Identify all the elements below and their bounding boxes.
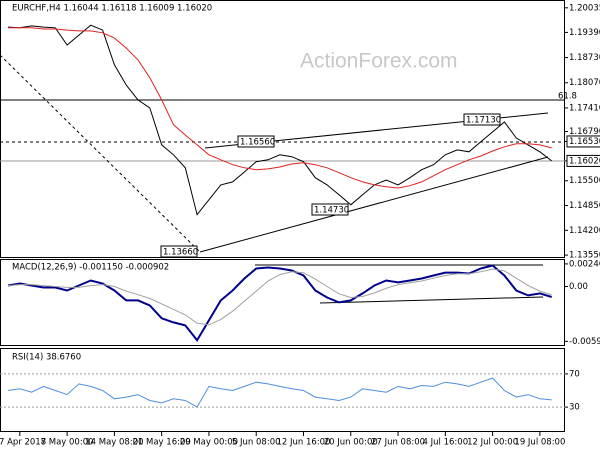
- rsi-panel: [0, 348, 565, 432]
- series-line: [7, 377, 552, 408]
- series-line: [7, 264, 552, 343]
- y-tick-label: 1.16530: [569, 137, 600, 147]
- panel-title: EURCHF,H4 1.16044 1.16118 1.16009 1.1602…: [12, 4, 212, 14]
- x-tick-label: 29 May 00:00: [180, 438, 238, 448]
- annotation: 1.14730: [314, 206, 349, 216]
- x-tick-label: 19 Jul 08:00: [514, 438, 565, 448]
- series-line: [8, 27, 552, 189]
- y-tick-label: 1.20035: [569, 3, 600, 13]
- y-tick-label: 1.13550: [569, 251, 600, 261]
- annotation-box: [160, 245, 198, 258]
- annotation: 1.13660: [163, 248, 198, 258]
- panel-title: RSI(14) 38.6760: [12, 353, 81, 363]
- annotation: 1.16560: [240, 138, 275, 148]
- y-tick-label: 30: [569, 403, 580, 413]
- annotation-box: [237, 135, 275, 148]
- y-tick-label: 1.16790: [569, 127, 600, 137]
- trendline: [199, 156, 549, 253]
- x-tick-label: 4 Jul 16:00: [423, 438, 469, 448]
- macd-panel: [0, 259, 565, 346]
- x-tick-label: 12 Jun 16:00: [277, 438, 331, 448]
- annotation-box: [463, 113, 501, 126]
- y-tick-label: -0.005992: [569, 337, 600, 347]
- x-tick-label: 7 May 00:00: [41, 438, 94, 448]
- watermark: ActionForex.com: [300, 50, 458, 73]
- annotation: 1.17130: [466, 116, 501, 126]
- series-line: [7, 268, 552, 326]
- y-tick-label: 1.18070: [569, 78, 600, 88]
- y-tick-label: 1.14200: [569, 226, 600, 236]
- y-tick-label: 1.18730: [569, 53, 600, 63]
- y-tick-label: 0.002463: [569, 259, 600, 269]
- x-tick-label: 20 Jun 00:00: [324, 438, 378, 448]
- x-tick-label: 12 Jul 00:00: [467, 438, 518, 448]
- y-tick-label: 1.17410: [569, 103, 600, 113]
- series-line: [7, 24, 553, 216]
- panel-title: MACD(12,26,9) -0.001150 -0.000902: [12, 263, 169, 273]
- price-label-box: [566, 154, 600, 167]
- annotation-box: [311, 203, 349, 216]
- y-tick-label: 1.14850: [569, 201, 600, 211]
- x-tick-label: 27 Jun 08:00: [371, 438, 425, 448]
- y-tick-label: 0.00: [569, 282, 588, 292]
- y-tick-label: 1.19390: [569, 28, 600, 38]
- x-tick-label: 27 Apr 2018: [0, 438, 46, 448]
- macd-trendline: [319, 296, 544, 304]
- y-tick-label: 70: [569, 369, 580, 379]
- x-tick-label: 21 May 16:00: [133, 438, 191, 448]
- x-tick-label: 5 Jun 08:00: [232, 438, 281, 448]
- y-tick-label: 1.16020: [569, 156, 600, 166]
- price-label-box: [566, 135, 600, 148]
- annotation: 61.8: [558, 92, 577, 102]
- price-panel: [0, 0, 565, 258]
- x-tick-label: 14 May 08:00: [85, 438, 143, 448]
- y-tick-label: 1.15500: [569, 176, 600, 186]
- trendline: [0, 54, 201, 253]
